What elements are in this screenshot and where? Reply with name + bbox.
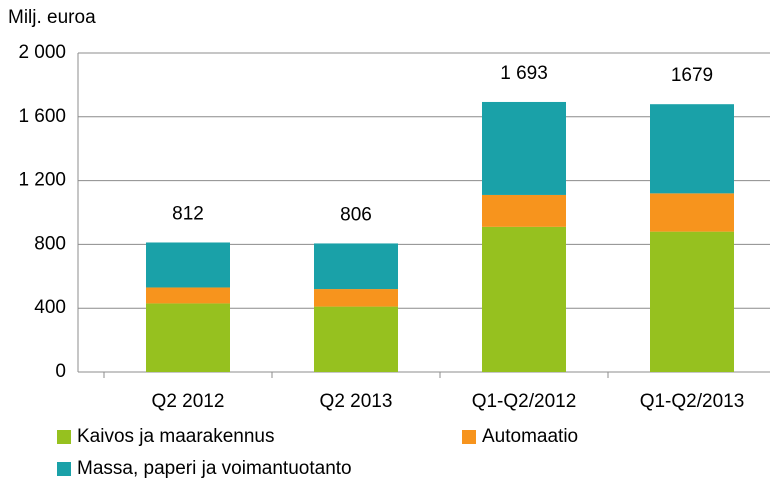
legend-swatch [57, 462, 71, 476]
bar-segment [650, 193, 734, 232]
bar-segment [482, 226, 566, 372]
bar-segment [482, 194, 566, 227]
x-tick-label: Q1-Q2/2013 [640, 391, 745, 412]
legend-swatch [57, 430, 71, 444]
total-label: 1 693 [500, 63, 548, 84]
y-tick-label: 1 600 [18, 106, 66, 127]
bar-segment [650, 231, 734, 372]
legend-label: Massa, paperi ja voimantuotanto [77, 458, 352, 479]
bar-segment [314, 306, 398, 372]
y-tick-label: 2 000 [18, 42, 66, 63]
y-axis-label: Milj. euroa [8, 7, 96, 28]
legend-label: Kaivos ja maarakennus [77, 426, 275, 447]
legend-swatch [462, 430, 476, 444]
bar-segment [146, 287, 230, 304]
total-label: 812 [172, 204, 204, 225]
bar-segment [314, 243, 398, 290]
y-tick-label: 400 [34, 297, 66, 318]
bar-segment [482, 101, 566, 195]
bar-segment [650, 104, 734, 194]
legend-label: Automaatio [482, 426, 578, 447]
x-tick-label: Q2 2013 [320, 391, 393, 412]
y-tick-label: 1 200 [18, 170, 66, 191]
total-label: 806 [340, 204, 372, 225]
x-tick-label: Q1-Q2/2012 [472, 391, 577, 412]
bar-segment [146, 242, 230, 288]
x-tick-label: Q2 2012 [152, 391, 225, 412]
bar-segment [314, 289, 398, 307]
y-tick-label: 0 [55, 361, 66, 382]
total-label: 1679 [671, 65, 713, 86]
y-tick-label: 800 [34, 233, 66, 254]
bar-segment [146, 303, 230, 372]
